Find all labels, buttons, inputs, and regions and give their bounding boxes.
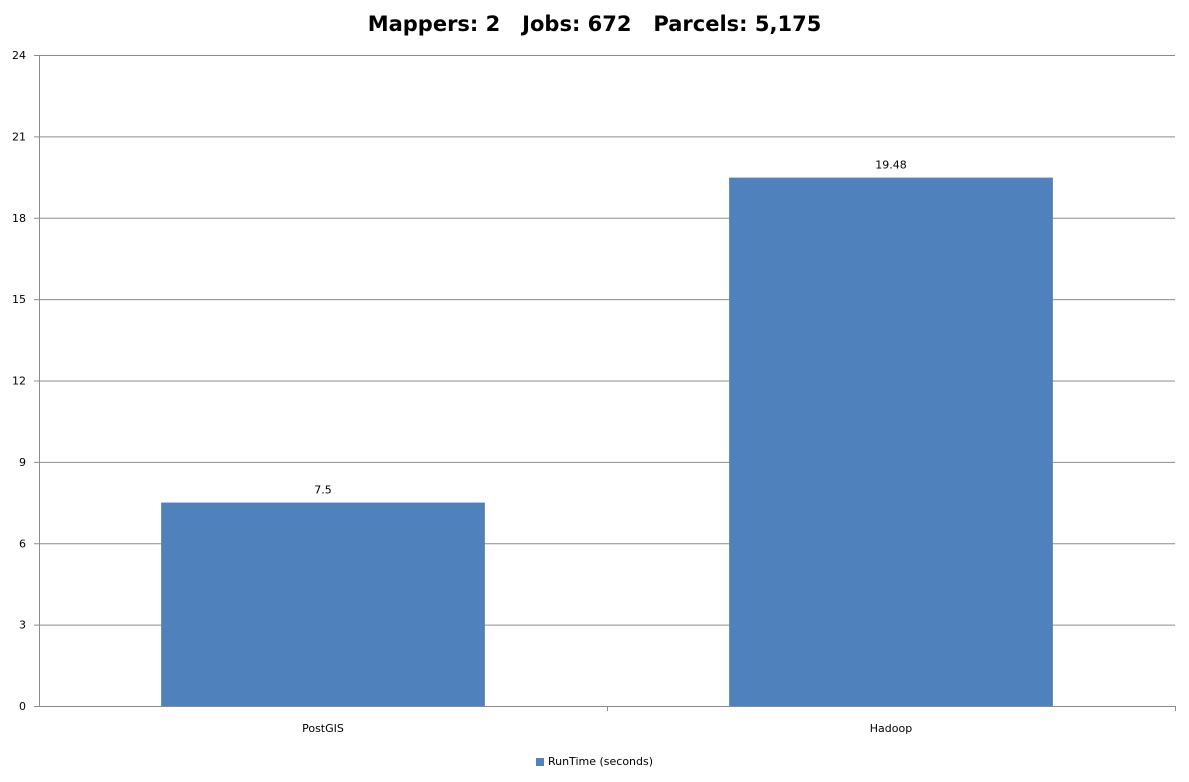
y-tick-label: 12 bbox=[12, 375, 26, 388]
y-tick-label: 15 bbox=[12, 293, 26, 306]
bar bbox=[729, 177, 1053, 707]
y-tick-label: 24 bbox=[12, 49, 26, 62]
legend-swatch bbox=[535, 757, 544, 766]
data-label: 19.48 bbox=[875, 159, 907, 172]
chart-title: Mappers: 2 Jobs: 672 Parcels: 5,175 bbox=[367, 12, 822, 36]
x-tick-label: Hadoop bbox=[870, 722, 912, 735]
legend: RunTime (seconds) bbox=[0, 755, 1189, 768]
y-tick-label: 18 bbox=[12, 212, 26, 225]
data-label: 7.5 bbox=[314, 484, 332, 497]
bar bbox=[161, 502, 485, 706]
y-tick-label: 6 bbox=[19, 537, 26, 550]
x-tick-label: PostGIS bbox=[302, 722, 344, 735]
y-tick-label: 21 bbox=[12, 130, 26, 143]
y-tick-label: 0 bbox=[19, 700, 26, 713]
y-tick-label: 9 bbox=[19, 456, 26, 469]
y-tick-label: 3 bbox=[19, 619, 26, 632]
legend-label: RunTime (seconds) bbox=[547, 755, 654, 768]
